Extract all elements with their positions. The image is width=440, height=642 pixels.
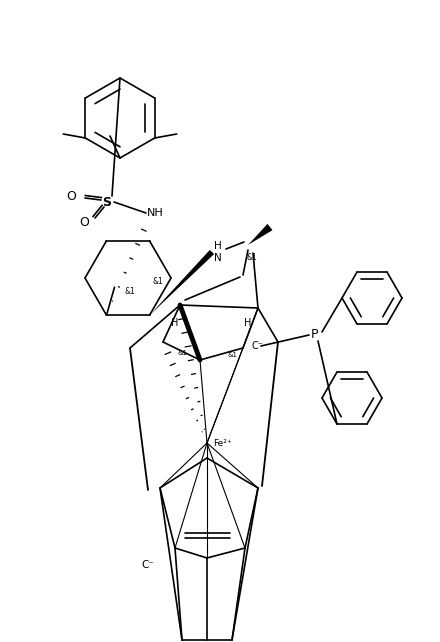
Text: NH: NH <box>147 208 163 218</box>
Text: C⁻: C⁻ <box>252 341 264 351</box>
Polygon shape <box>248 224 272 245</box>
Text: O: O <box>66 189 76 202</box>
Text: Fe²⁺: Fe²⁺ <box>213 438 231 447</box>
Text: H
N: H N <box>214 241 222 263</box>
Text: H: H <box>171 318 179 328</box>
Text: &1: &1 <box>247 252 257 261</box>
Text: H: H <box>244 318 252 328</box>
Text: P: P <box>311 329 319 342</box>
Text: O: O <box>79 216 89 229</box>
Text: &1: &1 <box>178 350 188 356</box>
Text: S: S <box>103 196 111 209</box>
Polygon shape <box>150 250 214 315</box>
Text: &1: &1 <box>125 288 136 297</box>
Text: &1: &1 <box>153 277 163 286</box>
Text: C⁻: C⁻ <box>142 560 154 570</box>
Text: &1: &1 <box>227 352 237 358</box>
